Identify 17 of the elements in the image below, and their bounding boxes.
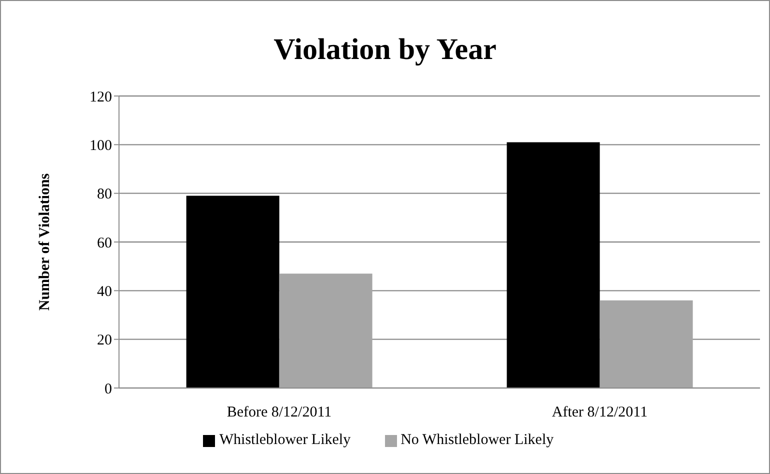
y-tick-label: 20: [97, 332, 112, 349]
x-tick-label: After 8/12/2011: [552, 404, 648, 421]
legend-label: No Whistleblower Likely: [400, 432, 554, 448]
bar: [186, 196, 280, 388]
bar: [600, 300, 693, 388]
x-tick-label: Before 8/12/2011: [226, 404, 332, 421]
y-tick-label: 0: [104, 381, 112, 398]
y-tick-label: 100: [90, 138, 112, 154]
y-tick-label: 40: [97, 284, 112, 300]
legend-label: Whistleblower Likely: [219, 432, 351, 448]
chart-title: Violation by Year: [272, 32, 498, 68]
bar: [279, 274, 372, 388]
y-tick-label: 80: [97, 186, 112, 203]
y-tick-label: 60: [97, 235, 112, 252]
y-tick-label: 120: [90, 89, 112, 106]
y-axis-title: Number of Violations: [37, 173, 53, 311]
bar: [506, 142, 600, 388]
